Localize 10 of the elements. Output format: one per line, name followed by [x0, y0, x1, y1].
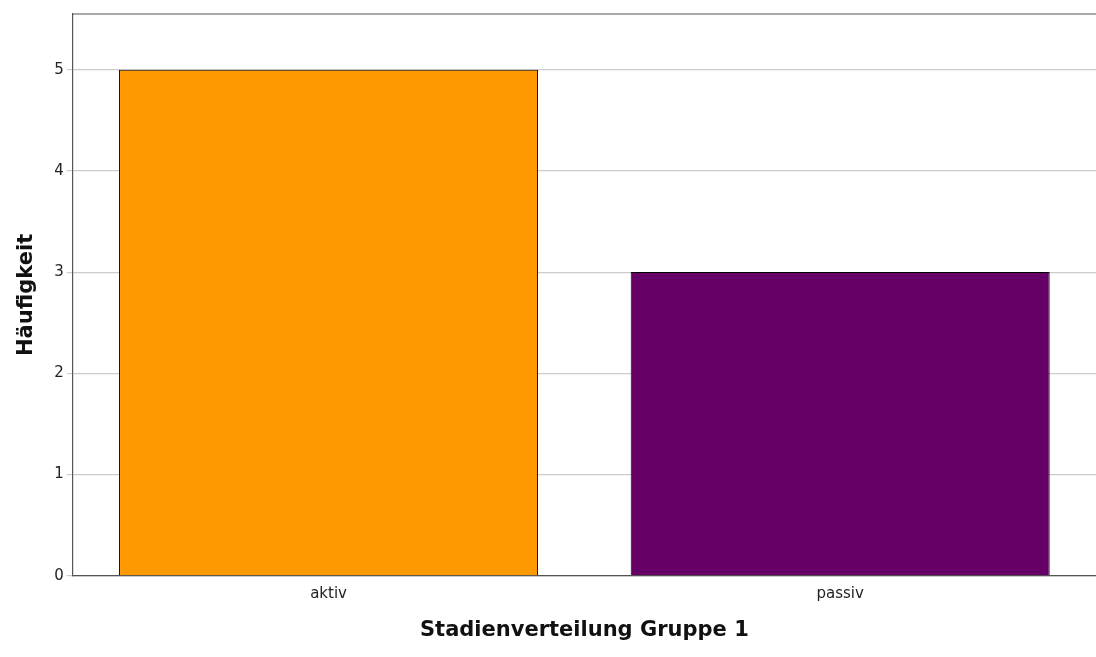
- y-tick-label: 1: [54, 464, 64, 483]
- y-tick-label: 2: [54, 363, 64, 382]
- y-tick-label: 3: [54, 262, 64, 281]
- y-axis-title: Häufigkeit: [13, 233, 38, 356]
- x-tick-label: aktiv: [310, 583, 348, 602]
- x-axis-title: Stadienverteilung Gruppe 1: [420, 616, 749, 641]
- y-tick-label: 0: [54, 565, 64, 584]
- y-tick-label: 4: [54, 160, 64, 179]
- y-tick-label: 5: [54, 59, 64, 78]
- x-tick-label: passiv: [816, 583, 864, 602]
